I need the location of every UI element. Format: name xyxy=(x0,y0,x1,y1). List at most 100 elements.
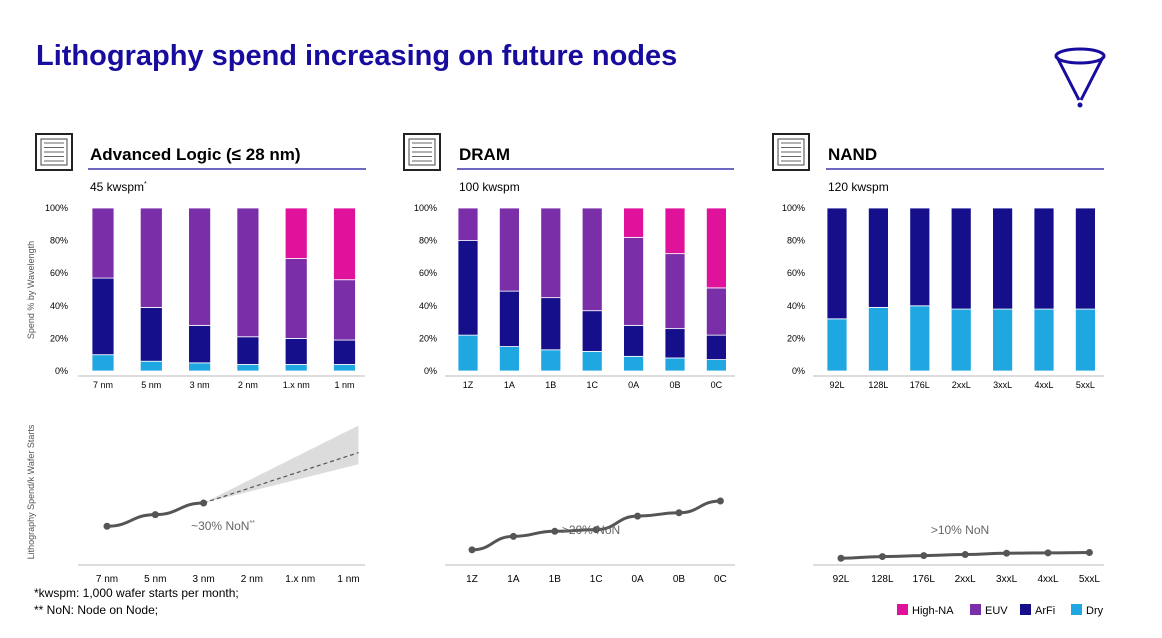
y-tick-label: 20% xyxy=(50,333,68,343)
bar-segment-euv xyxy=(188,207,212,326)
bar-segment-dry xyxy=(1075,308,1096,372)
bar-x-tick-label: 3xxL xyxy=(993,380,1012,390)
bar-y-axis-label: Spend % by Wavelength xyxy=(26,241,36,339)
bar-segment-dry xyxy=(826,318,848,372)
nand-title: NAND xyxy=(828,145,877,164)
bar-segment-dry xyxy=(1033,308,1055,372)
spend-point xyxy=(509,532,517,540)
bar-segment-high-na xyxy=(333,207,356,281)
legend-swatch xyxy=(1020,604,1031,615)
dram-title: DRAM xyxy=(459,145,510,164)
legend-label: ArFi xyxy=(1035,605,1055,617)
footnote: *kwspm: 1,000 wafer starts per month; xyxy=(34,586,239,600)
legend-label: EUV xyxy=(985,605,1008,617)
bar-segment-dry xyxy=(868,307,889,372)
bar-x-tick-label: 0C xyxy=(711,380,723,390)
non-annotation: >20% NoN xyxy=(562,523,620,537)
bar-segment-dry xyxy=(236,364,260,372)
bar-segment-dry xyxy=(623,355,644,372)
footnote: ** NoN: Node on Node; xyxy=(34,603,158,617)
spend-point xyxy=(961,551,969,559)
line-x-tick-label: 0C xyxy=(714,574,727,585)
line-x-tick-label: 1Z xyxy=(466,574,478,585)
bar-segment-dry xyxy=(909,305,931,372)
spend-point xyxy=(716,497,724,505)
bar-segment-arfi xyxy=(333,339,356,365)
y-tick-label: 60% xyxy=(787,268,805,278)
bar-segment-arfi xyxy=(540,297,562,351)
y-tick-label: 40% xyxy=(419,301,437,311)
bar-segment-arfi xyxy=(581,310,603,352)
bar-segment-dry xyxy=(457,334,479,372)
bar-x-tick-label: 3 nm xyxy=(190,380,210,390)
y-tick-label: 80% xyxy=(787,236,805,246)
y-tick-label: 100% xyxy=(414,203,437,213)
bar-segment-arfi xyxy=(909,207,931,307)
bar-segment-euv xyxy=(139,207,163,308)
legend: High-NA EUV ArFi Dry xyxy=(897,604,1104,617)
bar-segment-euv xyxy=(457,207,479,241)
bar-segment-arfi xyxy=(457,240,479,336)
spend-point xyxy=(1085,549,1093,557)
bar-segment-dry xyxy=(664,357,686,372)
y-tick-label: 20% xyxy=(419,333,437,343)
spend-point xyxy=(920,552,928,560)
bar-segment-arfi xyxy=(139,307,163,362)
line-x-tick-label: 1C xyxy=(590,574,603,585)
bar-segment-high-na xyxy=(284,207,308,259)
line-x-tick-label: 3xxL xyxy=(996,574,1018,585)
y-tick-label: 0% xyxy=(424,366,437,376)
line-x-tick-label: 4xxL xyxy=(1037,574,1059,585)
bar-segment-euv xyxy=(284,258,308,339)
spend-point xyxy=(675,509,683,517)
y-tick-label: 0% xyxy=(792,366,805,376)
bar-x-tick-label: 1B xyxy=(545,380,556,390)
dram-panel: DRAM 100 kwspm 100% 80% 60% 40% 20% 0% 1Z 1A 1B 1C 0… xyxy=(403,133,735,390)
line-y-axis-label: Lithography Spend/k Wafer Starts xyxy=(26,424,36,559)
line-x-tick-label: 2 nm xyxy=(241,574,263,585)
bar-segment-euv xyxy=(540,207,562,299)
advanced-logic-title: Advanced Logic (≤ 28 nm) xyxy=(90,145,301,164)
line-x-tick-label: 5 nm xyxy=(144,574,166,585)
bar-segment-dry xyxy=(581,351,603,372)
bar-segment-arfi xyxy=(1075,207,1096,310)
non-annotation: >10% NoN xyxy=(931,523,989,537)
advanced-logic-spend-line-chart: 7 nm 5 nm 3 nm 2 nm 1.x nm 1 nm ~30% NoN** Lith… xyxy=(26,424,365,585)
y-tick-label: 60% xyxy=(419,268,437,278)
bar-segment-high-na xyxy=(664,207,686,255)
bar-segment-euv xyxy=(91,207,115,279)
dram-chip-icon xyxy=(403,133,441,171)
bar-x-tick-label: 0A xyxy=(628,380,639,390)
page-title: Lithography spend increasing on future n… xyxy=(36,40,678,72)
bar-segment-dry xyxy=(950,308,972,372)
non-annotation: ~30% NoN** xyxy=(191,519,255,533)
bar-segment-arfi xyxy=(284,337,308,365)
spend-point xyxy=(634,512,642,520)
y-tick-label: 80% xyxy=(419,236,437,246)
spend-point xyxy=(103,522,111,530)
nand-spend-line-chart: 92L 128L 176L 2xxL 3xxL 4xxL 5xxL >10% NoN xyxy=(813,523,1104,585)
bar-x-tick-label: 1A xyxy=(504,380,515,390)
line-x-tick-label: 1A xyxy=(507,574,520,585)
bar-segment-high-na xyxy=(706,207,727,289)
y-tick-label: 100% xyxy=(45,203,68,213)
legend-label: Dry xyxy=(1086,605,1104,617)
line-x-tick-label: 0B xyxy=(673,574,686,585)
line-x-tick-label: 92L xyxy=(833,574,850,585)
y-tick-label: 40% xyxy=(50,301,68,311)
line-x-tick-label: 176L xyxy=(913,574,936,585)
spend-point xyxy=(468,546,476,554)
legend-swatch xyxy=(897,604,908,615)
bar-x-tick-label: 7 nm xyxy=(93,380,113,390)
bar-x-tick-label: 176L xyxy=(910,380,930,390)
bar-x-tick-label: 2 nm xyxy=(238,380,258,390)
spend-point xyxy=(1003,549,1011,557)
spend-point xyxy=(837,554,845,562)
spend-point xyxy=(200,499,208,507)
bar-segment-arfi xyxy=(664,328,686,359)
bar-x-tick-label: 0B xyxy=(669,380,680,390)
bar-x-tick-label: 1.x nm xyxy=(283,380,310,390)
bar-segment-euv xyxy=(581,207,603,312)
bar-segment-arfi xyxy=(498,290,520,347)
bar-x-tick-label: 1 nm xyxy=(334,380,354,390)
